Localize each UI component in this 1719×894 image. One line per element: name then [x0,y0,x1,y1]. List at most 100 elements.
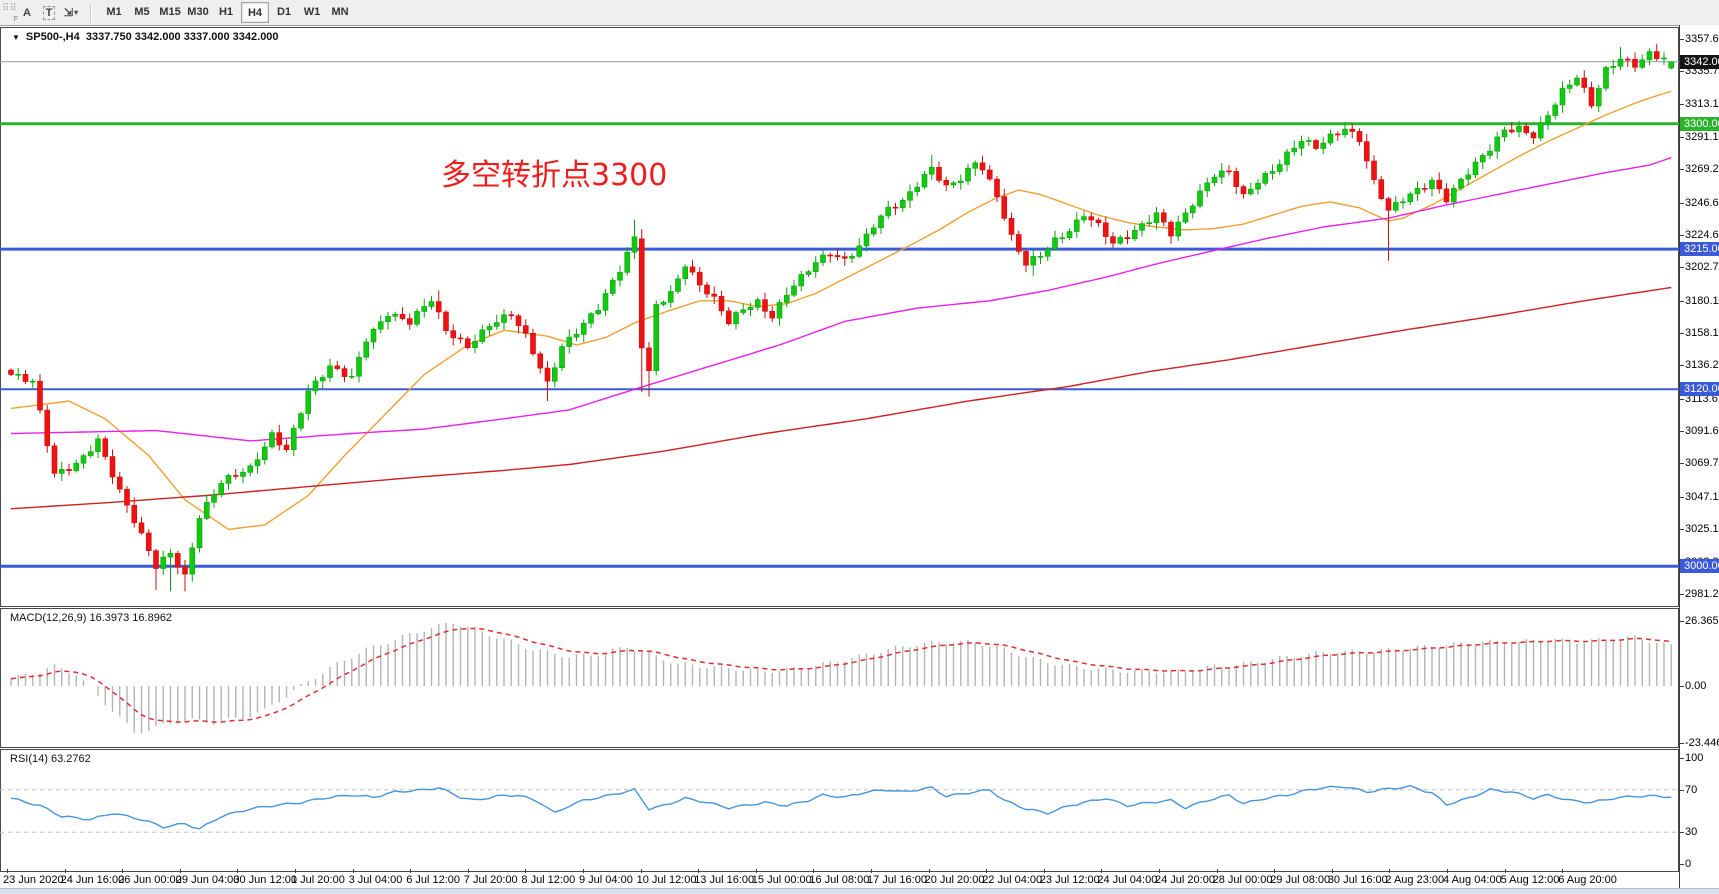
candle-body [1595,87,1602,107]
candle-body [428,301,435,307]
candle-body [660,301,667,305]
time-axis[interactable]: 23 Jun 2020 24 Jun 16:00 26 Jun 00:00 29 Ju… [0,869,1679,888]
time-tick: 9 Jul 04:00 [579,874,633,886]
candle-body [1160,212,1167,223]
candle-body [638,238,645,349]
candle-body [1349,128,1356,132]
candle-body [1291,147,1298,153]
toolbar-drag-handle[interactable]: ⠿⠿ F [2,2,18,23]
macd-canvas[interactable] [0,608,1679,748]
timeframe-button-mn[interactable]: MN [331,5,349,18]
time-tick-mark [1389,869,1391,873]
candle-body [1537,122,1544,139]
candle-body [1421,188,1428,190]
candle-body [66,469,72,472]
arrow-label-icon[interactable]: A [23,6,31,19]
time-tick-mark [986,869,988,873]
rsi-canvas[interactable] [0,749,1679,872]
time-tick-mark [467,869,469,873]
price-tick-dash [1680,169,1684,171]
candle-body [1247,188,1254,195]
ma-mid-magenta [10,157,1672,442]
candle-body [145,532,152,551]
time-tick: 23 Jun 2020 [3,874,64,886]
time-tick-mark [583,869,584,873]
candle-body [849,255,855,259]
candle-body [87,451,94,456]
candle-body [1320,142,1327,149]
cursor-tool-icon[interactable]: ⇲ ▾ [63,7,79,19]
timeframe-button-w1[interactable]: W1 [303,5,321,18]
rsi-panel[interactable] [0,749,1679,872]
main-chart-canvas[interactable] [0,27,1679,607]
candle-body [551,367,558,382]
candle-body [240,472,246,477]
timeframe-button-m1[interactable]: M1 [106,5,122,18]
macd-panel[interactable] [0,608,1679,748]
candle-body [870,227,877,235]
candle-body [914,186,921,192]
candle-body [1313,140,1319,149]
price-tick: 3136.22 [1685,359,1719,372]
candle-body [892,206,899,209]
candle-body [225,475,232,484]
candle-body [421,306,428,312]
price-axis[interactable]: 3357.663335.723313.113291.163269.223246.… [1679,25,1719,888]
price-badge-3342.00: 3342.00 [1680,54,1719,69]
candle-body [827,254,834,257]
rsi-tick: 30 [1685,826,1698,839]
candle-body [994,178,1000,197]
timeframe-button-d1[interactable]: D1 [276,5,292,18]
time-tick-mark [525,869,527,873]
time-tick: 29 Jun 04:00 [175,874,240,886]
time-tick: 6 Jul 12:00 [406,874,461,886]
candle-body [1233,171,1240,187]
candle-body [1653,51,1660,59]
candle-body [899,199,906,209]
candle-body [928,166,935,175]
candle-body [907,191,913,201]
candle-body [261,446,268,460]
candle-body [1639,59,1646,68]
candle-body [153,550,159,569]
bottom-scroll-strip[interactable] [0,888,1719,894]
candle-body [718,296,725,312]
timeframe-button-h4[interactable]: H4 [241,2,269,23]
candle-body [1168,221,1174,237]
candle-body [1218,170,1225,178]
time-tick: 5 Aug 12:00 [1500,874,1560,886]
candle-body [762,299,768,312]
candle-body [1559,88,1566,106]
candle-body [29,380,36,383]
candle-body [1523,126,1530,134]
candle-body [1479,155,1486,163]
candle-body [1153,212,1160,223]
candle-body [377,321,384,330]
time-tick: 7 Jul 20:00 [463,874,518,886]
candle-body [1668,61,1675,69]
candle-body [218,483,225,496]
candle-body [1443,188,1450,203]
candle-body [131,504,138,524]
chevron-down-icon[interactable]: ▾ [74,8,79,17]
candle-body [885,206,892,217]
timeframe-button-m5[interactable]: M5 [134,5,150,18]
macd-tick-dash [1680,686,1684,687]
candle-body [73,462,80,472]
candle-body [385,316,391,322]
collapse-triangle-icon[interactable]: ▼ [12,33,20,42]
candle-body [1429,179,1435,189]
timeframe-button-m30[interactable]: M30 [187,5,209,18]
time-tick: 28 Jul 00:00 [1212,874,1273,886]
candle-body [580,322,587,335]
candle-body [363,341,370,358]
text-tool-icon[interactable]: T [38,3,60,23]
candle-body [602,293,609,311]
chart-annotation-text[interactable]: 多空转折点3300 [441,158,668,193]
time-tick-mark [64,869,66,873]
timeframe-button-m15[interactable]: M15 [159,5,181,18]
candle-body [1305,140,1312,142]
price-tick-dash [1680,463,1684,465]
timeframe-button-h1[interactable]: H1 [218,5,234,18]
candle-body [1465,174,1472,180]
